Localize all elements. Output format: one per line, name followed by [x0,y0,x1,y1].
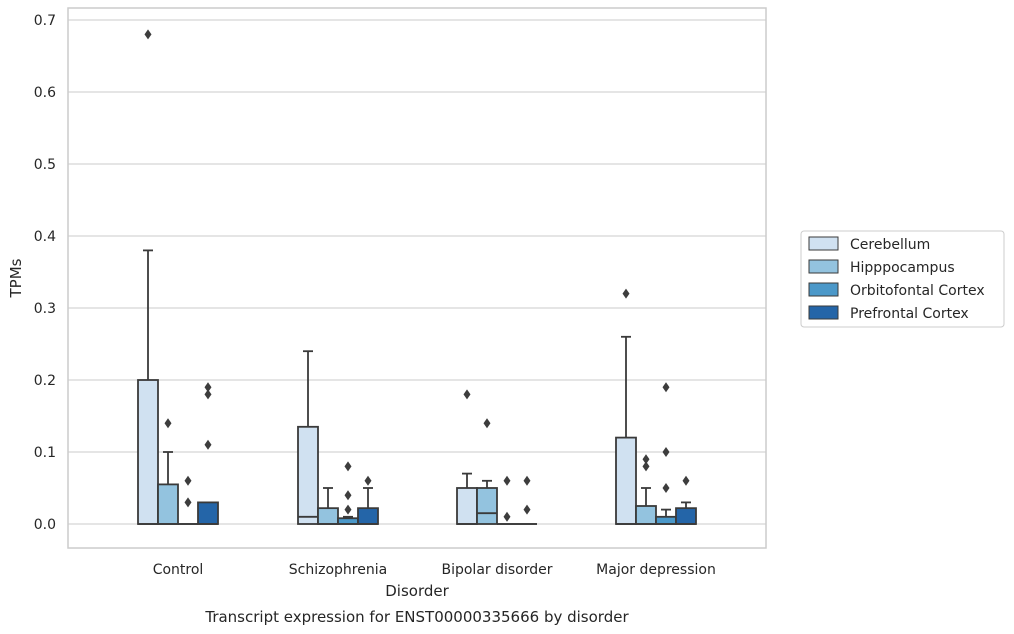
y-tick-label: 0.4 [34,229,56,245]
legend-label: Prefrontal Cortex [850,306,969,322]
y-tick-label: 0.7 [34,13,56,29]
outlier-point [483,418,491,429]
y-tick-label: 0.5 [34,157,56,173]
gridlines [68,19,766,525]
box [137,29,159,525]
outlier-point [164,418,172,429]
x-tick-label: Schizophrenia [289,562,387,578]
y-axis-label: TPMs [7,258,25,298]
x-tick-label: Control [153,562,204,578]
outlier-point [622,288,630,299]
outlier-point [642,454,650,465]
legend-frame [800,230,1005,328]
y-tick-label: 0.1 [34,445,56,461]
box [456,389,478,525]
box [497,475,517,525]
plot-area-frame [67,7,767,549]
box [178,475,198,525]
outlier-point [662,483,670,493]
box [197,382,219,525]
legend-label: Hipppocampus [850,260,955,276]
y-tick-label: 0.0 [34,517,56,533]
outlier-point [184,497,192,508]
outlier-point [364,475,372,486]
outlier-point [682,475,690,486]
box [655,382,677,525]
y-tick-labels: 0.0 0.1 0.2 0.3 0.4 0.5 0.6 0.7 [34,13,56,533]
x-tick-label: Bipolar disorder [441,562,552,578]
outlier-point [204,439,212,450]
box [297,350,319,525]
box [517,475,537,525]
box-body [157,483,179,525]
outlier-point [344,490,352,501]
box-body [357,507,379,525]
box [476,418,498,525]
legend: Cerebellum Hipppocampus Orbitofontal Corte… [800,230,1005,328]
outlier-point [184,475,192,486]
outlier-point [662,382,670,393]
x-axis-label: Disorder [385,582,449,600]
box [635,454,657,525]
series-prefrontal-cortex [197,382,697,525]
box-body [137,379,159,525]
outlier-point [523,504,531,515]
legend-swatch [808,259,839,274]
box-series [137,29,697,525]
outlier-point [642,461,650,472]
chart-title: Transcript expression for ENST0000033566… [204,608,629,626]
outlier-point [344,504,352,515]
y-tick-label: 0.6 [34,85,56,101]
outlier-point [204,382,212,393]
outlier-point [463,389,471,400]
x-tick-label: Major depression [596,562,716,578]
x-tick-labels: Control Schizophrenia Bipolar disorder Majo… [153,562,716,578]
box-body [317,507,339,525]
box [337,461,359,525]
legend-label: Cerebellum [850,237,930,253]
box-body [297,425,319,525]
y-tick-label: 0.3 [34,301,56,317]
box [317,487,339,525]
series-cerebellum [137,29,637,525]
outlier-point [503,475,511,486]
outlier-point [503,511,511,522]
box [357,475,379,525]
box-body [675,507,697,525]
box-body [655,515,677,525]
legend-swatch [808,305,839,320]
box [675,475,697,525]
plot-area-background [68,8,766,548]
outlier-point [204,389,212,400]
box [615,288,637,525]
outlier-point [144,29,152,40]
legend-swatch [808,282,839,297]
series-hipppocampus [157,418,657,525]
box-body [197,501,219,525]
legend-swatch [808,236,839,251]
series-orbitofontal-cortex [178,382,677,525]
outlier-point [523,475,531,486]
box-body [456,487,478,525]
outlier-point [344,461,352,472]
box-body [476,487,498,525]
legend-label: Orbitofontal Cortex [850,283,985,299]
outlier-point [662,447,670,457]
box-body [635,505,657,525]
y-tick-label: 0.2 [34,373,56,389]
box-body [615,436,637,525]
box [157,418,179,525]
